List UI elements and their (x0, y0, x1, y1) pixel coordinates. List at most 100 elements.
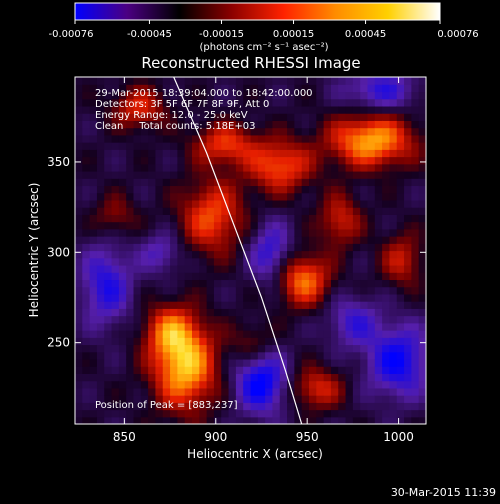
heatmap-cell (118, 272, 127, 281)
heatmap-cell (133, 257, 142, 266)
heatmap-cell (272, 214, 281, 223)
heatmap-cell (257, 358, 266, 367)
heatmap-cell (323, 373, 332, 382)
heatmap-cell (133, 315, 142, 324)
heatmap-cell (418, 250, 426, 259)
heatmap-cell (352, 91, 361, 100)
heatmap-cell (82, 351, 91, 360)
heatmap-cell (177, 373, 186, 382)
heatmap-cell (235, 77, 244, 85)
heatmap-cell (184, 322, 193, 331)
heatmap-cell (389, 272, 398, 281)
heatmap-cell (126, 163, 135, 172)
heatmap-cell (213, 98, 222, 107)
heatmap-cell (184, 228, 193, 237)
heatmap-cell (352, 351, 361, 360)
heatmap-cell (213, 228, 222, 237)
heatmap-cell (140, 337, 149, 346)
peak-position-label: Position of Peak = [883,237] (95, 400, 238, 411)
heatmap-cell (301, 127, 310, 136)
heatmap-cell (206, 395, 215, 403)
heatmap-cell (360, 105, 369, 114)
heatmap-cell (272, 156, 281, 165)
heatmap-cell (75, 351, 83, 360)
heatmap-cell (213, 337, 222, 346)
heatmap-cell (148, 272, 157, 281)
heatmap-cell (352, 120, 361, 129)
heatmap-cell (316, 279, 325, 288)
heatmap-cell (89, 416, 98, 424)
heatmap-cell (360, 91, 369, 100)
heatmap-cell (345, 373, 354, 382)
heatmap-cell (257, 409, 266, 418)
heatmap-cell (309, 243, 317, 252)
heatmap-cell (389, 134, 398, 143)
heatmap-cell (352, 380, 361, 389)
heatmap-cell (352, 279, 361, 288)
heatmap-cell (250, 77, 259, 85)
heatmap-cell (162, 199, 171, 208)
heatmap-cell (184, 120, 193, 129)
heatmap-cell (287, 409, 295, 418)
heatmap-cell (192, 113, 200, 121)
heatmap-cell (221, 214, 230, 223)
heatmap-cell (228, 120, 237, 129)
heatmap-cell (287, 127, 295, 136)
heatmap-cell (126, 98, 135, 107)
heatmap-cell (389, 127, 398, 136)
heatmap-cell (367, 366, 376, 374)
heatmap-cell (235, 214, 244, 223)
heatmap-cell (272, 149, 281, 158)
heatmap-cell (338, 373, 347, 382)
heatmap-cell (374, 192, 383, 201)
heatmap-cell (338, 207, 347, 215)
heatmap-cell (89, 84, 98, 93)
heatmap-cell (118, 337, 127, 346)
heatmap-cell (75, 409, 83, 418)
heatmap-cell (272, 77, 281, 85)
heatmap-cell (294, 402, 303, 411)
footer-timestamp: 30-Mar-2015 11:39 (391, 486, 496, 499)
annotation-time-range: 29-Mar-2015 18:39:04.000 to 18:42:00.000 (95, 88, 313, 99)
heatmap-cell (133, 91, 142, 100)
heatmap-cell (389, 315, 398, 324)
heatmap-cell (257, 221, 266, 230)
heatmap-cell (411, 192, 420, 201)
heatmap-cell (96, 416, 105, 424)
heatmap-cell (126, 315, 135, 324)
heatmap-cell (148, 156, 157, 165)
heatmap-cell (316, 142, 325, 150)
heatmap-cell (199, 105, 208, 114)
heatmap-cell (206, 344, 215, 353)
heatmap-cell (338, 380, 347, 389)
heatmap-cell (177, 163, 186, 172)
heatmap-cell (316, 358, 325, 367)
heatmap-cell (75, 221, 83, 230)
heatmap-cell (250, 351, 259, 360)
heatmap-cell (177, 185, 186, 194)
heatmap-cell (170, 185, 178, 194)
heatmap-cell (118, 402, 127, 411)
heatmap-cell (82, 409, 91, 418)
heatmap-cell (345, 207, 354, 215)
heatmap-cell (213, 84, 222, 93)
heatmap-cell (360, 279, 369, 288)
heatmap-cell (104, 243, 113, 252)
heatmap-cell (177, 344, 186, 353)
heatmap-cell (345, 163, 354, 172)
heatmap-cell (170, 120, 178, 129)
heatmap-cell (265, 293, 274, 302)
heatmap-cell (309, 77, 317, 85)
heatmap-cell (206, 301, 215, 309)
heatmap-cell (199, 250, 208, 259)
heatmap-cell (250, 199, 259, 208)
heatmap-cell (148, 330, 157, 338)
heatmap-cell (411, 387, 420, 396)
heatmap-cell (330, 402, 339, 411)
heatmap-cell (184, 272, 193, 281)
heatmap-cell (89, 192, 98, 201)
heatmap-cell (279, 221, 288, 230)
heatmap-cell (309, 301, 317, 309)
heatmap-cell (279, 308, 288, 317)
heatmap-cell (418, 134, 426, 143)
